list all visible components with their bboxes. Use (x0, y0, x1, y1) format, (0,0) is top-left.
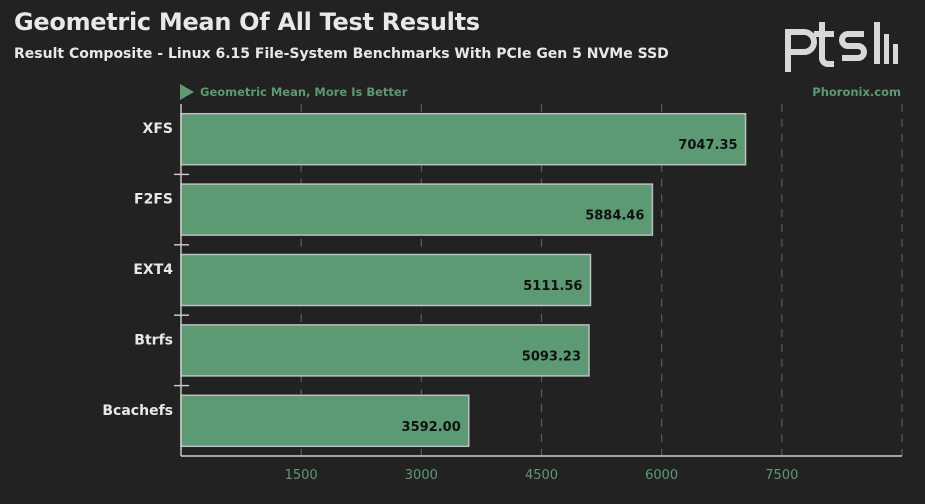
bar-value-label: 5111.56 (523, 279, 582, 294)
category-label: F2FS (134, 192, 173, 208)
bar-value-label: 5093.23 (522, 349, 581, 364)
x-tick-label: 1500 (285, 468, 318, 483)
category-label: EXT4 (133, 262, 173, 278)
bar-ext4 (180, 253, 592, 307)
watermark: Phoronix.com (812, 85, 901, 99)
bar-bcachefs (180, 394, 470, 448)
x-tick-label: 3000 (405, 468, 438, 483)
bar-value-label: 7047.35 (678, 138, 737, 153)
x-tick-label: 6000 (645, 468, 678, 483)
category-label: XFS (143, 121, 173, 137)
legend-arrow-icon (180, 84, 194, 100)
legend: Geometric Mean, More Is Better (180, 84, 407, 100)
chart-title: Geometric Mean Of All Test Results (14, 8, 480, 36)
category-label: Bcachefs (102, 403, 173, 419)
pts-logo (785, 22, 898, 72)
bar-xfs (180, 112, 747, 166)
x-tick-label: 7500 (765, 468, 798, 483)
category-label: Btrfs (134, 332, 173, 348)
chart-subtitle: Result Composite - Linux 6.15 File-Syste… (14, 46, 669, 62)
x-tick-label: 4500 (525, 468, 558, 483)
legend-text: Geometric Mean, More Is Better (200, 85, 408, 99)
bar-btrfs (180, 324, 590, 377)
bar-value-label: 3592.00 (402, 420, 461, 435)
bar-f2fs (180, 183, 654, 236)
bar-value-label: 5884.46 (585, 209, 644, 224)
